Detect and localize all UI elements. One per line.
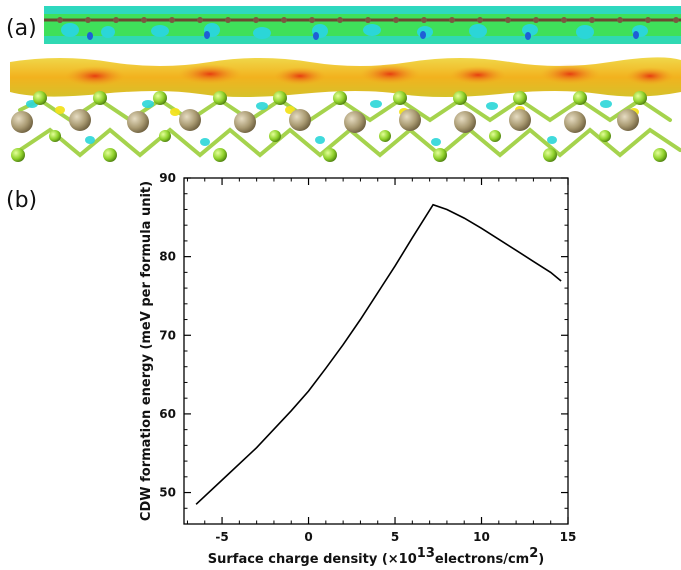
y-tick-label: 70	[159, 328, 176, 342]
panel-label-b: (b)	[6, 188, 38, 213]
x-axis-label: Surface charge density (×1013electrons/c…	[208, 546, 544, 567]
x-tick-label: -5	[215, 530, 228, 544]
structure-image	[10, 6, 681, 162]
x-tick-label: 5	[391, 530, 399, 544]
charge-sheet	[10, 57, 681, 97]
charge-density-band	[44, 6, 681, 44]
y-tick-label: 60	[159, 407, 176, 421]
y-tick-label: 90	[159, 171, 176, 185]
y-axis-label: CDW formation energy (meV per formula un…	[139, 181, 154, 521]
x-tick-label: 15	[560, 530, 577, 544]
y-tick-label: 80	[159, 250, 176, 264]
y-tick-label: 50	[159, 486, 176, 500]
series-line-0	[195, 203, 562, 505]
atomic-layer	[11, 91, 681, 162]
plot-frame	[183, 177, 569, 525]
panel-label-a: (a)	[6, 16, 37, 41]
x-tick-label: 10	[473, 530, 490, 544]
x-tick-label: 0	[304, 530, 312, 544]
